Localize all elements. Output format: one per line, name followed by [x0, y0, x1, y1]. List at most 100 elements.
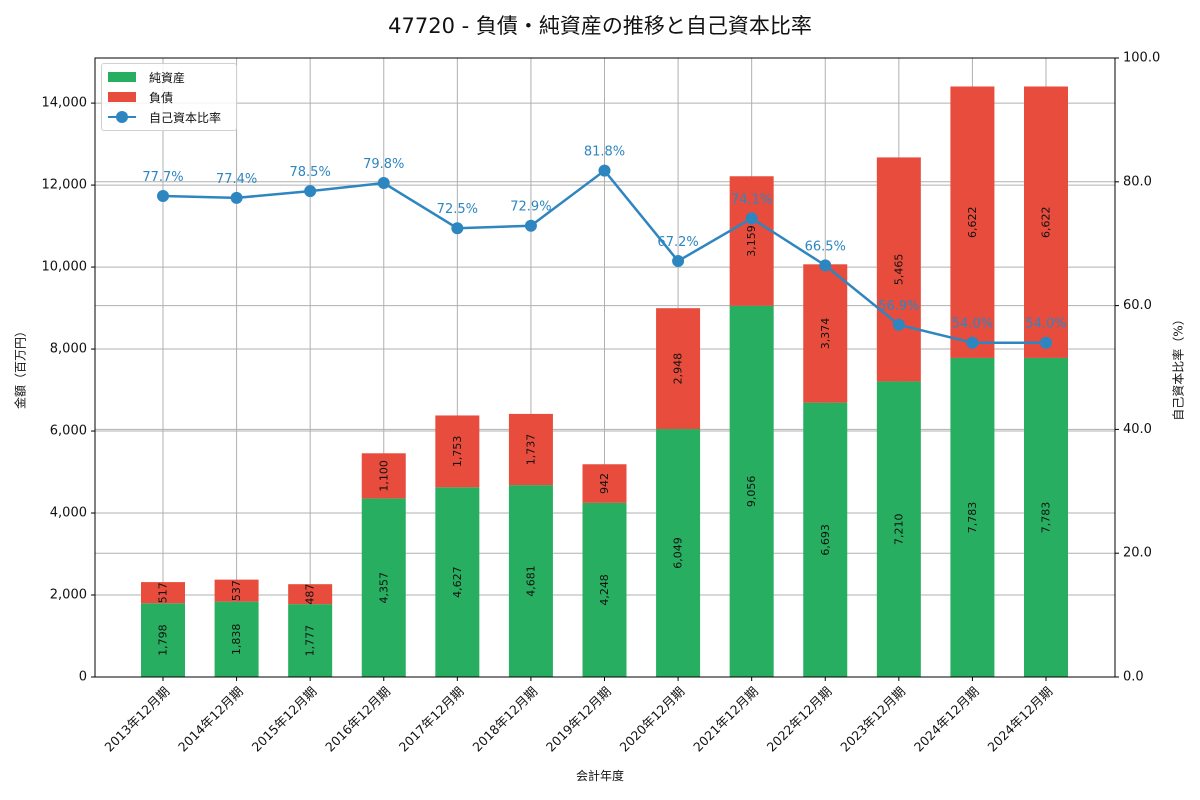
- chart-legend: 純資産 負債 自己資本比率: [101, 63, 237, 131]
- bar-label: 3,374: [819, 318, 832, 350]
- legend-label: 負債: [149, 90, 174, 105]
- x-tick-label: 2014年12月期: [175, 684, 246, 755]
- x-tick-label: 2019年12月期: [543, 684, 614, 755]
- legend-label: 自己資本比率: [149, 110, 222, 125]
- ratio-marker: [377, 177, 390, 190]
- x-tick-label: 2020年12月期: [617, 684, 688, 755]
- bar-value-labels: 1,798 517 1,838 537 1,777 487 4,357 1,100 4,627 1…: [157, 206, 1053, 656]
- bar-net-assets: [435, 487, 480, 677]
- bar-label: 4,681: [524, 565, 537, 597]
- ratio-label: 67.2%: [657, 235, 698, 250]
- net-assets-swatch-icon: [108, 72, 136, 82]
- y-tick-left: 8,000: [50, 342, 87, 357]
- ratio-marker: [892, 318, 905, 331]
- bar-liabilities: [141, 582, 185, 604]
- bar-label: 1,838: [230, 624, 243, 656]
- bar-liabilities: [288, 584, 333, 605]
- bar-label: 6,622: [1040, 206, 1053, 238]
- bar-net-assets: [950, 357, 995, 677]
- y-axis-right-label: 自己資本比率（%）: [1171, 313, 1186, 421]
- y-tick-right: 60.0: [1123, 298, 1152, 313]
- y-tick-left: 0: [79, 670, 87, 685]
- chart-title: 47720 - 負債・純資産の推移と自己資本比率: [388, 14, 812, 38]
- bar-label: 5,465: [892, 254, 905, 286]
- bar-liabilities: [876, 157, 921, 382]
- bar-liabilities: [508, 413, 553, 486]
- x-tick-label: 2023年12月期: [837, 684, 908, 755]
- ratio-marker: [745, 212, 758, 225]
- bar-label: 1,777: [304, 625, 317, 657]
- ratio-marker: [819, 259, 832, 272]
- liabilities-swatch-icon: [108, 92, 136, 102]
- ratio-label: 74.1%: [731, 192, 772, 207]
- y-tick-left: 10,000: [42, 260, 88, 275]
- ratio-marker: [304, 185, 317, 198]
- bar-label: 1,100: [377, 460, 390, 492]
- stacked-bars: [141, 86, 1068, 677]
- ratio-marker: [966, 336, 979, 349]
- bar-net-assets: [582, 502, 627, 677]
- equity-ratio-line: 77.7% 77.4% 78.5% 79.8% 72.5% 72.9% 81.8% 67.2%…: [142, 145, 1067, 349]
- bar-liabilities: [1024, 86, 1068, 358]
- bar-label: 942: [598, 473, 611, 494]
- ratio-marker: [598, 164, 611, 177]
- bar-net-assets: [729, 305, 774, 677]
- x-tick-label: 2024年12月期: [984, 684, 1055, 755]
- y-tick-left: 4,000: [50, 506, 87, 521]
- ratio-marker: [1040, 336, 1052, 349]
- ratio-marker: [672, 255, 685, 268]
- bar-net-assets: [876, 381, 921, 677]
- x-tick-label: 2013年12月期: [101, 684, 172, 755]
- y-tick-left: 14,000: [42, 96, 88, 111]
- x-tick-label: 2021年12月期: [690, 684, 761, 755]
- bar-label: 3,159: [745, 225, 758, 257]
- bar-label: 9,056: [745, 476, 758, 508]
- ratio-marker: [157, 190, 169, 203]
- ratio-label: 54.0%: [1025, 317, 1066, 332]
- y-tick-left: 12,000: [42, 178, 88, 193]
- bar-liabilities: [435, 415, 480, 488]
- y-tick-right: 100.0: [1123, 51, 1160, 66]
- ratio-label: 81.8%: [584, 145, 625, 160]
- bar-net-assets: [288, 604, 333, 677]
- bar-net-assets: [508, 485, 553, 677]
- line-marker-icon: [108, 109, 136, 125]
- y-tick-left: 6,000: [50, 424, 87, 439]
- bar-net-assets: [1024, 357, 1068, 677]
- bar-liabilities: [582, 464, 627, 503]
- bar-label: 7,210: [892, 513, 905, 545]
- bar-label: 537: [230, 580, 243, 601]
- ratio-label: 77.4%: [216, 172, 257, 187]
- legend-label: 純資産: [149, 70, 186, 85]
- bar-net-assets: [141, 603, 185, 677]
- y-tick-right: 40.0: [1123, 422, 1152, 437]
- bar-label: 7,783: [966, 502, 979, 534]
- y-tick-right: 80.0: [1123, 174, 1152, 189]
- y-tick-left: 2,000: [50, 588, 87, 603]
- bar-label: 6,693: [819, 524, 832, 556]
- x-tick-label: 2024年12月期: [911, 684, 982, 755]
- bar-label: 4,357: [377, 572, 390, 604]
- y-tick-right: 20.0: [1123, 546, 1152, 561]
- bar-label: 6,622: [966, 206, 979, 238]
- bar-liabilities: [656, 308, 701, 430]
- bar-label: 1,798: [157, 624, 170, 656]
- x-axis-label: 会計年度: [575, 769, 624, 783]
- ratio-label: 66.5%: [805, 239, 846, 254]
- bar-net-assets: [656, 429, 701, 677]
- bar-liabilities: [803, 264, 848, 403]
- x-tick-label: 2018年12月期: [469, 684, 540, 755]
- bar-liabilities: [729, 176, 774, 306]
- bar-liabilities: [214, 579, 259, 602]
- ratio-label: 79.8%: [363, 157, 404, 172]
- legend-item-equity-ratio: 自己資本比率: [108, 109, 221, 125]
- bar-net-assets: [214, 601, 259, 677]
- bar-label: 6,049: [672, 537, 685, 569]
- ratio-label: 78.5%: [290, 165, 331, 180]
- bar-label: 2,948: [672, 353, 685, 385]
- bar-net-assets: [361, 498, 406, 677]
- x-tick-label: 2017年12月期: [396, 684, 467, 755]
- ratio-label: 72.9%: [510, 200, 551, 215]
- bar-liabilities: [361, 453, 406, 499]
